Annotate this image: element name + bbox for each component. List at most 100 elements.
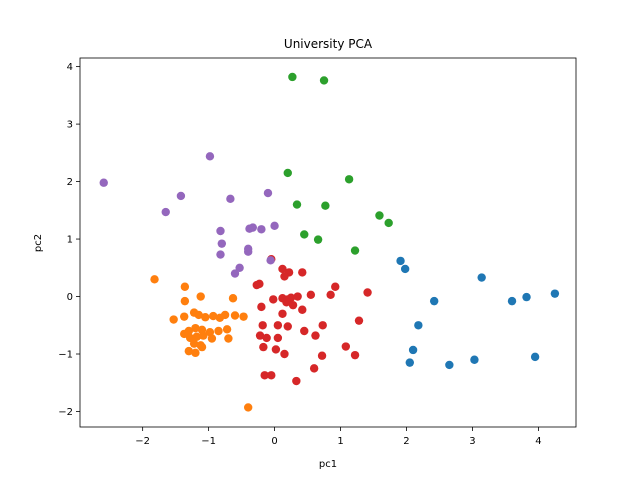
scatter-point — [230, 311, 240, 320]
scatter-point — [396, 256, 405, 266]
scatter-point — [230, 269, 240, 278]
scatter-point — [267, 371, 276, 380]
x-axis-ticks: −2 −1 0 1 2 3 4 — [135, 427, 542, 447]
scatter-point — [445, 360, 454, 370]
scatter-point — [255, 279, 264, 289]
scatter-point — [280, 272, 289, 281]
scatter-point — [309, 364, 319, 373]
y-tick-label: 4 — [67, 62, 73, 73]
x-axis-label: pc1 — [319, 459, 337, 470]
x-tick-label: −2 — [135, 436, 150, 447]
scatter-point — [262, 333, 271, 343]
scatter-point — [189, 339, 199, 348]
y-axis-ticks: −2 −1 0 1 2 3 4 — [58, 62, 80, 418]
scatter-point — [298, 268, 307, 277]
scatter-point — [477, 273, 486, 282]
y-tick-label: −1 — [58, 350, 73, 361]
scatter-point — [470, 355, 479, 364]
x-tick-label: −1 — [201, 436, 216, 447]
scatter-point — [292, 376, 301, 386]
scatter-point — [243, 403, 253, 412]
scatter-point — [180, 312, 189, 321]
scatter-point — [350, 246, 360, 255]
x-tick-label: 1 — [337, 436, 343, 447]
scatter-point — [257, 225, 266, 234]
scatter-point — [207, 334, 217, 343]
scatter-point — [507, 296, 517, 306]
scatter-point — [350, 350, 360, 360]
scatter-point — [226, 194, 235, 204]
scatter-point — [216, 226, 225, 236]
scatter-point — [169, 315, 178, 324]
scatter-point — [273, 333, 283, 343]
scatter-point — [99, 178, 108, 187]
scatter-point — [259, 342, 268, 352]
scatter-point — [214, 326, 223, 336]
scatter-point — [313, 235, 323, 244]
scatter-point — [266, 256, 275, 265]
scatter-point — [243, 247, 253, 256]
scatter-point — [161, 207, 170, 217]
scatter-point — [150, 275, 159, 284]
scatter-point — [228, 294, 238, 303]
scatter-point — [300, 326, 309, 336]
scatter-point — [191, 348, 200, 358]
scatter-point — [217, 239, 227, 248]
scatter-point — [239, 312, 248, 321]
scatter-point — [405, 358, 414, 367]
scatter-point — [191, 323, 200, 333]
y-tick-label: 2 — [67, 177, 73, 188]
scatter-point — [326, 290, 335, 299]
scatter-point — [283, 168, 292, 178]
scatter-point — [197, 342, 207, 352]
scatter-point — [375, 211, 384, 220]
x-tick-label: 4 — [535, 436, 541, 447]
scatter-point — [278, 309, 287, 318]
x-tick-label: 0 — [271, 436, 277, 447]
scatter-point — [184, 346, 194, 356]
scatter-point — [318, 321, 327, 330]
scatter-point — [280, 349, 289, 359]
y-tick-label: −2 — [58, 407, 73, 418]
scatter-point — [293, 292, 302, 301]
y-tick-label: 3 — [67, 120, 73, 131]
scatter-point — [319, 76, 329, 85]
scatter-point — [363, 288, 372, 297]
scatter-point — [199, 331, 208, 340]
scatter-point — [317, 351, 327, 360]
data-points — [99, 72, 560, 412]
scatter-point — [354, 316, 364, 325]
scatter-point — [300, 230, 309, 239]
scatter-point — [331, 282, 340, 291]
scatter-point — [220, 310, 230, 320]
scatter-point — [224, 334, 233, 343]
scatter-point — [384, 218, 393, 228]
scatter-point — [194, 310, 203, 320]
x-tick-label: 2 — [403, 436, 409, 447]
scatter-point — [255, 331, 265, 340]
scatter-point — [205, 152, 215, 161]
scatter-point — [341, 342, 351, 351]
y-tick-label: 1 — [67, 235, 73, 246]
scatter-point — [260, 371, 269, 380]
scatter-point — [196, 292, 205, 301]
scatter-point — [201, 313, 210, 322]
scatter-point — [263, 188, 273, 198]
scatter-point — [306, 290, 316, 299]
scatter-point — [269, 295, 278, 304]
scatter-point — [292, 200, 302, 209]
scatter-point — [344, 175, 354, 184]
scatter-point — [273, 321, 283, 330]
scatter-point — [321, 201, 330, 210]
scatter-point — [180, 282, 190, 291]
plot-area-frame — [79, 57, 577, 428]
scatter-point — [414, 321, 423, 330]
scatter-point — [270, 221, 279, 231]
scatter-point — [288, 72, 297, 82]
scatter-point — [311, 331, 320, 340]
scatter-point — [283, 322, 292, 331]
scatter-point — [278, 264, 287, 274]
scatter-point — [298, 305, 307, 314]
scatter-point — [271, 345, 281, 354]
